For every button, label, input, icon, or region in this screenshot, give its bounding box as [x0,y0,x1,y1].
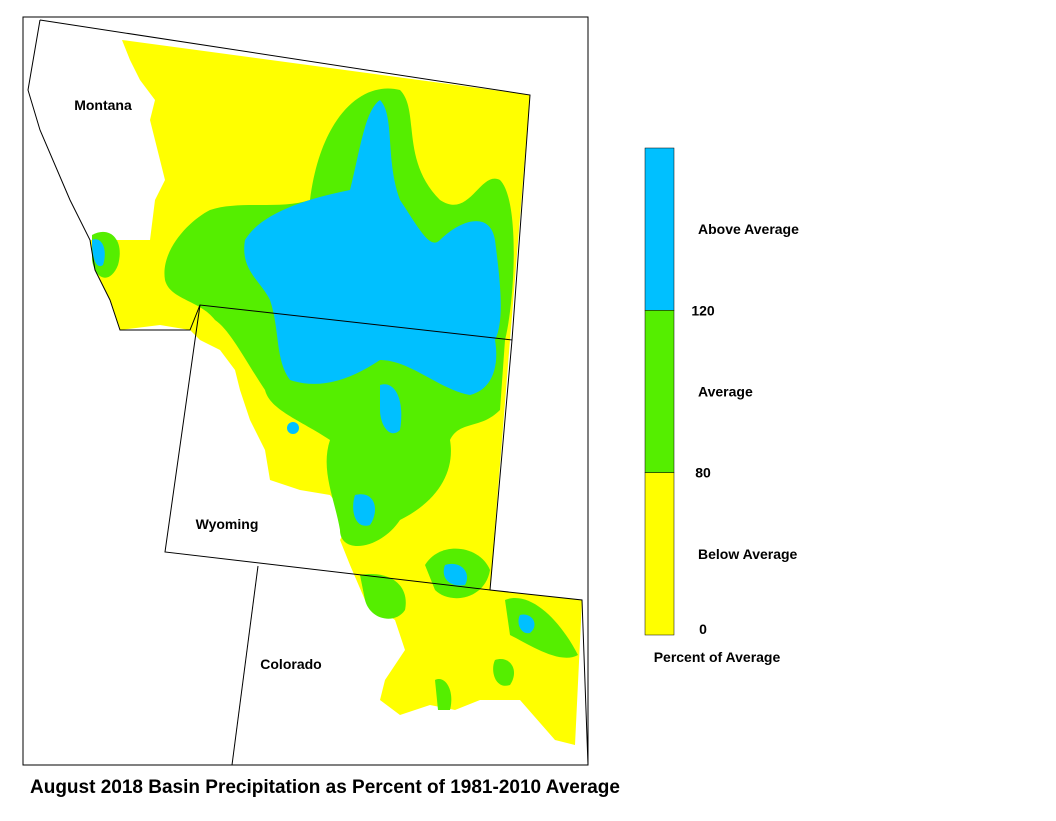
above-average-area [287,422,299,434]
state-boundaries [27,19,589,766]
legend-label: Average [698,384,753,400]
precip-field [90,40,582,745]
legend-label: Below Average [698,546,798,562]
montana-boundary [27,19,531,341]
state-label: Montana [74,97,132,113]
legend-swatch [644,310,675,473]
above-average-area [353,494,375,526]
legend-title: Percent of Average [654,649,781,665]
legend-label: Above Average [698,221,799,237]
average-area [435,679,452,710]
legend: Above Average Average Below Average 120 80 0 [644,147,799,637]
colorado-boundary [489,589,589,766]
legend-tick-label: 0 [699,621,707,637]
legend-swatch [644,147,675,311]
colorado-boundary [231,565,259,766]
average-area [360,574,406,619]
map-title: August 2018 Basin Precipitation as Perce… [30,777,620,798]
average-area [505,598,578,658]
above-average-area [380,384,402,434]
above-average-area [518,614,535,634]
legend-tick-label: 120 [691,302,715,318]
above-average-area [443,563,468,586]
legend-swatch [644,472,675,636]
state-label: Wyoming [196,516,259,532]
above-average-area [244,100,501,395]
average-area [493,659,515,686]
legend-tick-label: 80 [695,465,711,481]
state-label: Colorado [260,656,321,672]
above-average-area [92,239,105,267]
wyoming-boundary [164,304,513,591]
